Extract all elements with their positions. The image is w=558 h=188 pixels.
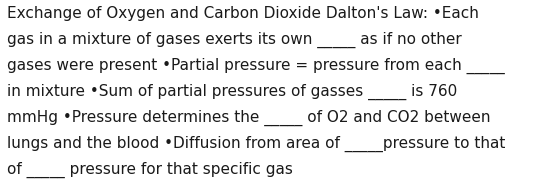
Text: in mixture •Sum of partial pressures of gasses _____ is 760: in mixture •Sum of partial pressures of … [7, 83, 457, 100]
Text: of _____ pressure for that specific gas: of _____ pressure for that specific gas [7, 161, 292, 177]
Text: mmHg •Pressure determines the _____ of O2 and CO2 between: mmHg •Pressure determines the _____ of O… [7, 109, 490, 126]
Text: lungs and the blood •Diffusion from area of _____pressure to that: lungs and the blood •Diffusion from area… [7, 135, 505, 152]
Text: Exchange of Oxygen and Carbon Dioxide Dalton's Law: •Each: Exchange of Oxygen and Carbon Dioxide Da… [7, 6, 479, 21]
Text: gases were present •Partial pressure = pressure from each _____: gases were present •Partial pressure = p… [7, 58, 504, 74]
Text: gas in a mixture of gases exerts its own _____ as if no other: gas in a mixture of gases exerts its own… [7, 32, 461, 48]
